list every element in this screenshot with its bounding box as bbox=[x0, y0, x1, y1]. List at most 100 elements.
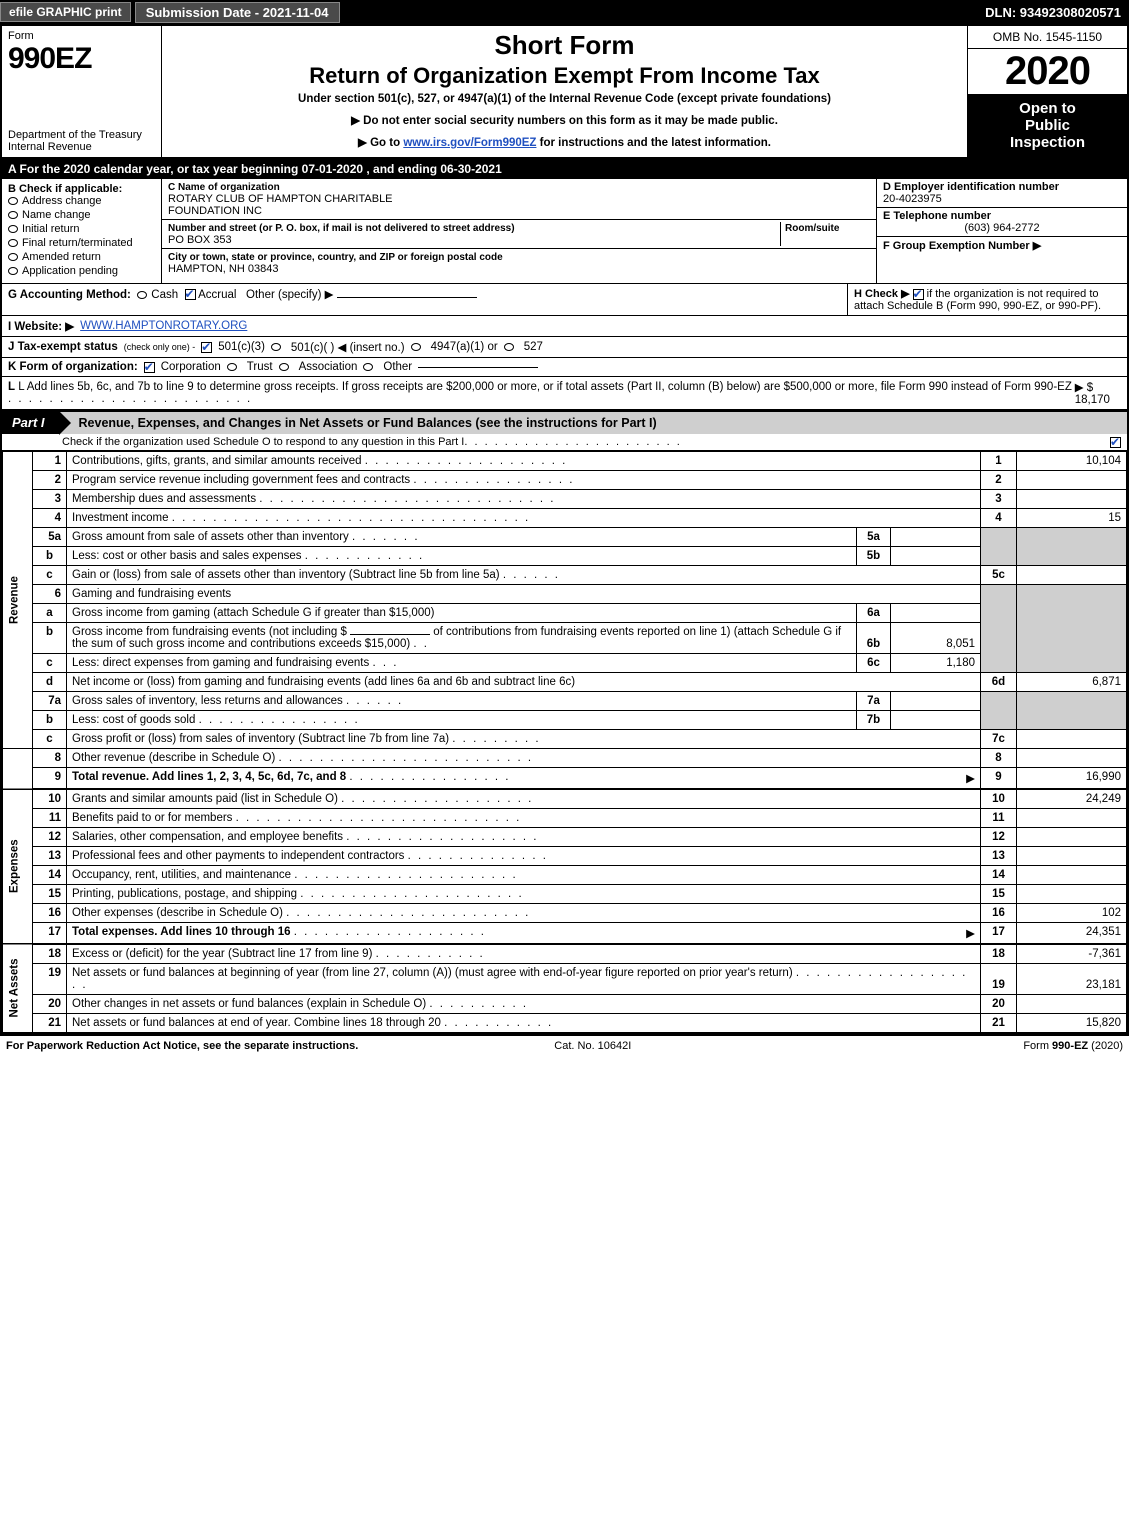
l20-box: 20 bbox=[981, 995, 1017, 1014]
group-exemption-label: F Group Exemption Number ▶ bbox=[883, 240, 1041, 252]
city-label: City or town, state or province, country… bbox=[168, 252, 503, 263]
chk-4947[interactable] bbox=[411, 343, 421, 351]
l6b-iv: 8,051 bbox=[891, 623, 981, 654]
chk-amended-return[interactable]: Amended return bbox=[8, 251, 155, 263]
l19-desc: Net assets or fund balances at beginning… bbox=[72, 967, 793, 979]
l7a-in: 7a bbox=[857, 692, 891, 711]
l12-val bbox=[1017, 828, 1127, 847]
ein-value: 20-4023975 bbox=[883, 193, 942, 205]
chk-application-pending[interactable]: Application pending bbox=[8, 265, 155, 277]
j-sub: (check only one) - bbox=[124, 342, 196, 352]
g-other-input[interactable] bbox=[337, 297, 477, 298]
treasury-dept: Department of the Treasury Internal Reve… bbox=[8, 129, 155, 153]
j-label: J Tax-exempt status bbox=[8, 341, 118, 353]
l14-desc: Occupancy, rent, utilities, and maintena… bbox=[72, 869, 291, 881]
k-o1: Corporation bbox=[161, 361, 221, 373]
website-link[interactable]: WWW.HAMPTONROTARY.ORG bbox=[80, 320, 247, 332]
g-other: Other (specify) ▶ bbox=[246, 289, 333, 301]
l12-box: 12 bbox=[981, 828, 1017, 847]
form-number: 990EZ bbox=[8, 42, 155, 76]
row-g-h: G Accounting Method: Cash Accrual Other … bbox=[2, 284, 1127, 316]
l7c-desc: Gross profit or (loss) from sales of inv… bbox=[72, 733, 449, 745]
l6b-d1: Gross income from fundraising events (no… bbox=[72, 626, 347, 638]
chk-501c[interactable] bbox=[271, 343, 281, 351]
chk-501c3[interactable] bbox=[201, 342, 212, 353]
l6-shade bbox=[981, 585, 1017, 673]
room-label: Room/suite bbox=[785, 223, 839, 234]
schedule-o-check-row: Check if the organization used Schedule … bbox=[2, 434, 1127, 451]
l4-num: 4 bbox=[33, 509, 67, 528]
chk-other-org[interactable] bbox=[363, 363, 373, 371]
section-subline: Under section 501(c), 527, or 4947(a)(1)… bbox=[168, 93, 961, 105]
title-short-form: Short Form bbox=[168, 30, 961, 61]
l5c-box: 5c bbox=[981, 566, 1017, 585]
l5a-iv bbox=[891, 528, 981, 547]
addr-label: Number and street (or P. O. box, if mail… bbox=[168, 223, 515, 234]
l5b-in: 5b bbox=[857, 547, 891, 566]
chk-schedule-o[interactable] bbox=[1110, 437, 1121, 448]
l11-num: 11 bbox=[33, 809, 67, 828]
l15-desc: Printing, publications, postage, and shi… bbox=[72, 888, 297, 900]
open-l1: Open to bbox=[972, 100, 1123, 117]
l7b-num: b bbox=[33, 711, 67, 730]
l20-desc: Other changes in net assets or fund bala… bbox=[72, 998, 426, 1010]
l7b-in: 7b bbox=[857, 711, 891, 730]
chk-527[interactable] bbox=[504, 343, 514, 351]
l6d-num: d bbox=[33, 673, 67, 692]
chk-cash[interactable] bbox=[137, 291, 147, 299]
l2-num: 2 bbox=[33, 471, 67, 490]
chk-sched-b[interactable] bbox=[913, 289, 924, 300]
l3-num: 3 bbox=[33, 490, 67, 509]
l19-num: 19 bbox=[33, 964, 67, 995]
chk-association[interactable] bbox=[279, 363, 289, 371]
row-k: K Form of organization: Corporation Trus… bbox=[2, 358, 1127, 377]
form-title-block: Short Form Return of Organization Exempt… bbox=[162, 26, 967, 157]
l11-val bbox=[1017, 809, 1127, 828]
l9-arrow: ▶ bbox=[966, 771, 975, 785]
l6a-num: a bbox=[33, 604, 67, 623]
form-word: Form bbox=[8, 30, 155, 42]
l13-desc: Professional fees and other payments to … bbox=[72, 850, 404, 862]
form-id-block: Form 990EZ Department of the Treasury In… bbox=[2, 26, 162, 157]
k-o4: Other bbox=[383, 361, 412, 373]
l6b-input[interactable] bbox=[350, 634, 430, 635]
g-accrual: Accrual bbox=[198, 289, 236, 301]
chk-final-return[interactable]: Final return/terminated bbox=[8, 237, 155, 249]
chk-name-change[interactable]: Name change bbox=[8, 209, 155, 221]
chk-initial-return[interactable]: Initial return bbox=[8, 223, 155, 235]
l17-box: 17 bbox=[981, 923, 1017, 945]
g-cash: Cash bbox=[151, 289, 178, 301]
l7b-iv bbox=[891, 711, 981, 730]
l14-num: 14 bbox=[33, 866, 67, 885]
l21-num: 21 bbox=[33, 1014, 67, 1033]
side-net-assets: Net Assets bbox=[3, 944, 33, 1033]
k-other-input[interactable] bbox=[418, 367, 538, 368]
row-g: G Accounting Method: Cash Accrual Other … bbox=[2, 284, 847, 315]
l18-box: 18 bbox=[981, 944, 1017, 964]
j-o4: 527 bbox=[524, 341, 543, 353]
tax-year: 2020 bbox=[968, 49, 1127, 94]
l11-desc: Benefits paid to or for members bbox=[72, 812, 232, 824]
l1-val: 10,104 bbox=[1017, 452, 1127, 471]
irs-link[interactable]: www.irs.gov/Form990EZ bbox=[403, 137, 536, 149]
l18-desc: Excess or (deficit) for the year (Subtra… bbox=[72, 948, 372, 960]
row-l: L L Add lines 5b, 6c, and 7b to line 9 t… bbox=[2, 377, 1127, 411]
efile-print-button[interactable]: efile GRAPHIC print bbox=[0, 2, 131, 22]
chk-trust[interactable] bbox=[227, 363, 237, 371]
l18-val: -7,361 bbox=[1017, 944, 1127, 964]
submission-date-label: Submission Date - 2021-11-04 bbox=[135, 2, 340, 23]
chk-address-change[interactable]: Address change bbox=[8, 195, 155, 207]
l5a-in: 5a bbox=[857, 528, 891, 547]
box-b: B Check if applicable: Address change Na… bbox=[2, 179, 162, 283]
city-state-zip: HAMPTON, NH 03843 bbox=[168, 263, 278, 275]
chk-accrual[interactable] bbox=[185, 289, 196, 300]
l15-num: 15 bbox=[33, 885, 67, 904]
l2-desc: Program service revenue including govern… bbox=[72, 474, 410, 486]
chk-corporation[interactable] bbox=[144, 362, 155, 373]
part-1-header: Part I Revenue, Expenses, and Changes in… bbox=[2, 411, 1127, 434]
l-arrow: ▶ $ bbox=[1075, 382, 1093, 394]
l10-box: 10 bbox=[981, 789, 1017, 809]
l15-val bbox=[1017, 885, 1127, 904]
l14-box: 14 bbox=[981, 866, 1017, 885]
l-value: 18,170 bbox=[1075, 394, 1110, 406]
